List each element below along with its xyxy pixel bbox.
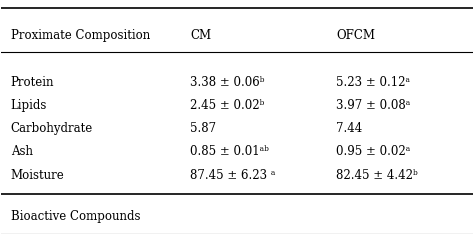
Text: 87.45 ± 6.23 ᵃ: 87.45 ± 6.23 ᵃ (190, 168, 275, 182)
Text: CM: CM (190, 29, 211, 42)
Text: 7.44: 7.44 (336, 122, 362, 135)
Text: 0.85 ± 0.01ᵃᵇ: 0.85 ± 0.01ᵃᵇ (190, 145, 269, 158)
Text: Ash: Ash (11, 145, 33, 158)
Text: Bioactive Compounds: Bioactive Compounds (11, 210, 140, 223)
Text: 3.97 ± 0.08ᵃ: 3.97 ± 0.08ᵃ (336, 99, 410, 112)
Text: 0.95 ± 0.02ᵃ: 0.95 ± 0.02ᵃ (336, 145, 410, 158)
Text: 5.23 ± 0.12ᵃ: 5.23 ± 0.12ᵃ (336, 76, 410, 89)
Text: Protein: Protein (11, 76, 55, 89)
Text: Proximate Composition: Proximate Composition (11, 29, 150, 42)
Text: 3.38 ± 0.06ᵇ: 3.38 ± 0.06ᵇ (190, 76, 264, 89)
Text: Moisture: Moisture (11, 168, 64, 182)
Text: 2.45 ± 0.02ᵇ: 2.45 ± 0.02ᵇ (190, 99, 264, 112)
Text: Lipids: Lipids (11, 99, 47, 112)
Text: 5.87: 5.87 (190, 122, 216, 135)
Text: OFCM: OFCM (336, 29, 375, 42)
Text: 82.45 ± 4.42ᵇ: 82.45 ± 4.42ᵇ (336, 168, 418, 182)
Text: Carbohydrate: Carbohydrate (11, 122, 93, 135)
